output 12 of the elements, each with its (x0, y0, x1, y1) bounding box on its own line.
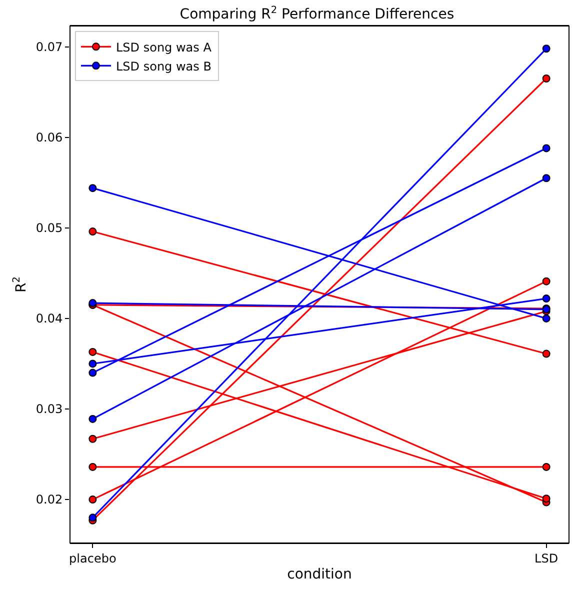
y-tick-label: 0.03 (36, 402, 63, 416)
y-tick-label: 0.05 (36, 221, 63, 236)
chart-title: Comparing R$^{2}$ Performance Differences (180, 4, 454, 23)
y-tick-label: 0.06 (36, 130, 63, 145)
legend-label: LSD song was B (116, 59, 212, 74)
legend-label: LSD song was A (116, 40, 212, 54)
x-axis-title: condition (287, 566, 352, 583)
y-tick-label: 0.07 (36, 40, 63, 54)
x-tick-label: placebo (69, 551, 116, 566)
y-tick-label: 0.02 (36, 492, 63, 507)
x-tick-label: LSD (534, 551, 558, 566)
y-tick-label: 0.04 (36, 312, 63, 326)
